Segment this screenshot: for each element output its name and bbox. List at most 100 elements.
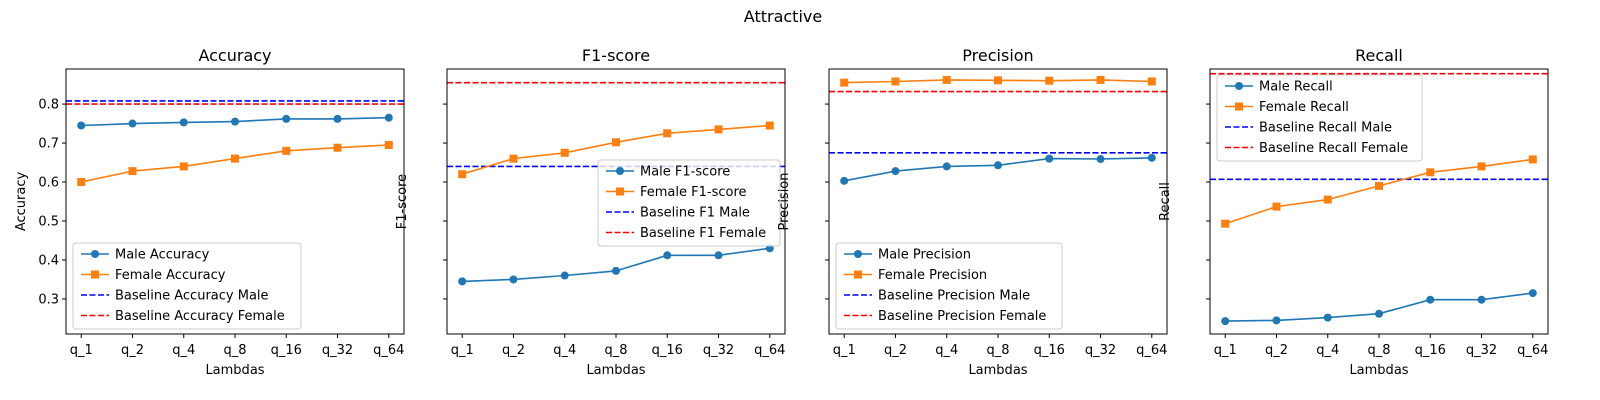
- data-point: [1096, 155, 1105, 164]
- legend-label: Baseline Recall Male: [1259, 121, 1392, 136]
- y-axis-label: F1-score: [395, 174, 410, 229]
- data-point: [458, 170, 467, 179]
- y-tick-label: 0.6: [38, 176, 59, 191]
- x-tick-label: q_1: [70, 343, 93, 358]
- legend-label: Female Precision: [878, 268, 987, 283]
- legend-box: [597, 159, 781, 247]
- legend-label: Baseline Recall Female: [1259, 141, 1408, 156]
- data-point: [1045, 154, 1054, 163]
- subplot-title: Precision: [962, 46, 1033, 65]
- legend-marker: [91, 250, 99, 258]
- data-point: [128, 119, 137, 128]
- data-point: [333, 114, 342, 123]
- data-point: [333, 143, 342, 152]
- data-point: [384, 113, 393, 122]
- series-line: [1224, 158, 1533, 225]
- data-point: [282, 114, 291, 123]
- legend-label: Male F1-score: [640, 165, 730, 180]
- data-point: [560, 271, 569, 280]
- legend-label: Baseline F1 Female: [640, 226, 766, 241]
- x-tick-label: q_4: [172, 343, 195, 358]
- legend-box: [1216, 74, 1423, 162]
- data-point: [765, 121, 774, 130]
- data-point: [282, 146, 291, 155]
- data-point: [128, 167, 137, 176]
- plot-frame: [1209, 68, 1549, 335]
- legend-label: Baseline Precision Male: [878, 289, 1030, 304]
- subplot-1: Accuracy 0.3 0.4 0.5 0.6 0.7 0.8 q_1 q_2 q_4 q_8 q_…: [14, 46, 405, 378]
- legend-box: [72, 242, 302, 330]
- legend-label: Baseline Accuracy Female: [115, 309, 285, 324]
- legend-marker: [1235, 82, 1243, 90]
- y-tick-label: 0.5: [38, 214, 59, 229]
- data-point: [231, 154, 239, 163]
- legend: Male F1-score Female F1-score Baseline F1 …: [597, 159, 781, 247]
- data-point: [1096, 75, 1105, 84]
- data-point: [509, 275, 518, 284]
- x-tick-label: q_8: [1367, 343, 1390, 358]
- data-point: [1147, 77, 1156, 86]
- x-tick-label: q_32: [703, 343, 734, 358]
- data-point: [560, 148, 569, 157]
- x-tick-label: q_2: [1265, 343, 1288, 358]
- data-point: [1221, 317, 1230, 326]
- x-tick-label: q_16: [1034, 343, 1065, 358]
- data-point: [1323, 195, 1332, 204]
- subplot-title: Recall: [1355, 46, 1403, 65]
- data-point: [612, 266, 620, 275]
- data-point: [1147, 153, 1156, 162]
- plot-frame: [828, 68, 1168, 335]
- data-point: [458, 277, 467, 286]
- subplot-title: Accuracy: [198, 46, 271, 65]
- data-point: [663, 129, 672, 138]
- data-point: [942, 162, 951, 171]
- data-point: [1477, 295, 1486, 304]
- subplot-2: F1-score q_1 q_2 q_4 q_8 q_16 q_32 q_64 Lambdas F…: [395, 46, 786, 378]
- legend: Male Accuracy Female Accuracy Baseline Acc…: [72, 242, 302, 330]
- x-tick-label: q_1: [1214, 343, 1237, 358]
- data-point: [1426, 295, 1435, 304]
- data-point: [714, 125, 723, 134]
- x-tick-label: q_4: [553, 343, 576, 358]
- data-point: [231, 117, 239, 126]
- data-point: [179, 118, 188, 127]
- legend-marker: [91, 270, 99, 279]
- x-tick-label: q_16: [271, 343, 302, 358]
- data-point: [1528, 155, 1537, 164]
- x-tick-label: q_8: [223, 343, 246, 358]
- x-tick-label: q_1: [451, 343, 474, 358]
- legend-label: Female Accuracy: [115, 268, 226, 283]
- data-point: [1272, 202, 1281, 211]
- y-axis-label: Accuracy: [14, 172, 29, 232]
- y-axis-label: Recall: [1158, 182, 1173, 221]
- data-point: [714, 251, 723, 260]
- y-tick-label: 0.7: [38, 137, 59, 152]
- data-point: [179, 162, 188, 171]
- x-axis-label: Lambdas: [1349, 363, 1408, 378]
- legend-label: Male Accuracy: [115, 248, 210, 263]
- data-point: [840, 78, 849, 87]
- legend-label: Baseline F1 Male: [640, 206, 750, 221]
- subplot-4: Recall q_1 q_2 q_4 q_8 q_16 q_32 q_64 Lambdas Rec…: [1158, 46, 1549, 378]
- legend: Male Precision Female Precision Baseline P…: [835, 242, 1063, 330]
- x-tick-label: q_32: [1085, 343, 1116, 358]
- data-point: [891, 167, 900, 176]
- x-tick-label: q_2: [502, 343, 525, 358]
- data-point: [1426, 168, 1435, 177]
- x-tick-label: q_64: [373, 343, 404, 358]
- data-point: [942, 75, 951, 84]
- panels: Accuracy 0.3 0.4 0.5 0.6 0.7 0.8 q_1 q_2 q_4 q_8 q_…: [14, 46, 1549, 378]
- plot-frame: [446, 68, 786, 335]
- y-tick-label: 0.4: [38, 253, 59, 268]
- series-line: [462, 247, 770, 283]
- x-tick-label: q_16: [1415, 343, 1446, 358]
- x-tick-label: q_2: [884, 343, 907, 358]
- series-line: [81, 144, 389, 183]
- legend-label: Baseline Precision Female: [878, 309, 1046, 324]
- legend-label: Baseline Accuracy Male: [115, 289, 269, 304]
- x-tick-label: q_4: [1316, 343, 1339, 358]
- data-point: [1323, 313, 1332, 322]
- x-axis-label: Lambdas: [968, 363, 1027, 378]
- legend-box: [835, 242, 1063, 330]
- y-tick-label: 0.8: [38, 98, 59, 113]
